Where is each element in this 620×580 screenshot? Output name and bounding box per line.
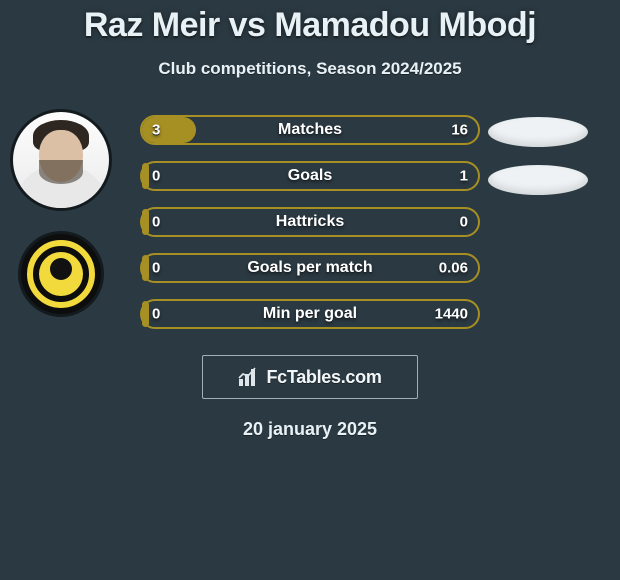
stat-right-value: 1440 (435, 306, 468, 323)
stat-left-value: 0 (152, 214, 160, 231)
brand-text: FcTables.com (266, 367, 381, 388)
stat-row: 3 Matches 16 (140, 115, 480, 145)
stat-fill (142, 301, 149, 327)
stat-ellipse (488, 165, 588, 195)
stat-bars: 3 Matches 16 0 Goals 1 0 Hattricks 0 0 Goals per m… (140, 115, 480, 345)
stat-right-value: 1 (460, 168, 468, 185)
page-title: Raz Meir vs Mamadou Mbodj (0, 6, 620, 45)
stat-right-value: 0 (460, 214, 468, 231)
chart-icon (238, 367, 260, 387)
stat-label: Min per goal (263, 305, 357, 323)
stat-right-value: 16 (451, 122, 468, 139)
player-avatar (10, 109, 112, 211)
club-badge (18, 231, 104, 317)
stat-row: 0 Min per goal 1440 (140, 299, 480, 329)
stat-label: Goals (288, 167, 332, 185)
date-text: 20 january 2025 (0, 419, 620, 440)
stat-label: Hattricks (276, 213, 344, 231)
stat-left-value: 0 (152, 260, 160, 277)
right-ellipses (488, 107, 608, 213)
stat-left-value: 3 (152, 122, 160, 139)
content-area: 3 Matches 16 0 Goals 1 0 Hattricks 0 0 Goals per m… (0, 107, 620, 347)
stat-fill (142, 117, 196, 143)
stat-ellipse (488, 117, 588, 147)
stat-fill (142, 163, 149, 189)
stat-fill (142, 209, 149, 235)
stat-label: Goals per match (247, 259, 372, 277)
stat-left-value: 0 (152, 168, 160, 185)
stat-right-value: 0.06 (439, 260, 468, 277)
stat-fill (142, 255, 149, 281)
stat-row: 0 Hattricks 0 (140, 207, 480, 237)
subtitle: Club competitions, Season 2024/2025 (0, 59, 620, 79)
comparison-card: Raz Meir vs Mamadou Mbodj Club competiti… (0, 0, 620, 580)
stat-row: 0 Goals per match 0.06 (140, 253, 480, 283)
stat-row: 0 Goals 1 (140, 161, 480, 191)
left-column (8, 107, 128, 317)
brand-box[interactable]: FcTables.com (202, 355, 418, 399)
stat-left-value: 0 (152, 306, 160, 323)
stat-label: Matches (278, 121, 342, 139)
